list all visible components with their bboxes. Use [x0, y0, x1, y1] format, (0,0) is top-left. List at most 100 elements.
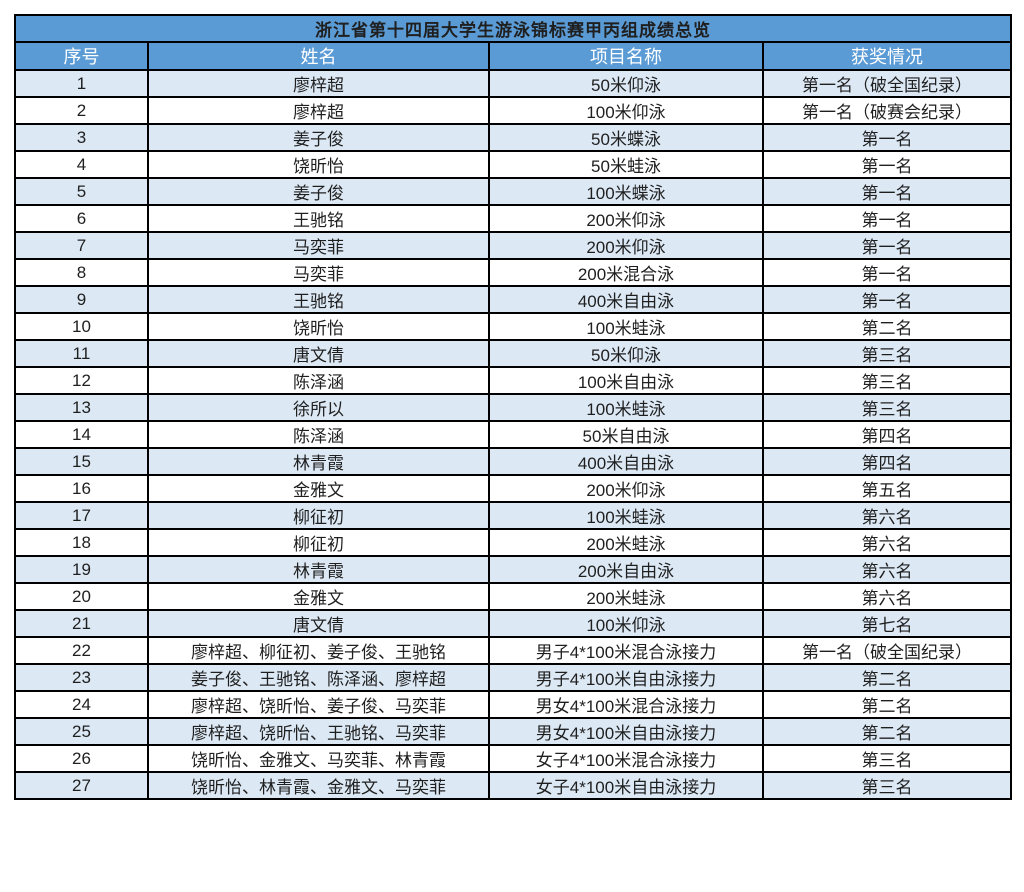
cell-name: 姜子俊 — [147, 123, 490, 152]
cell-award: 第二名 — [762, 717, 1012, 746]
table-row: 27 饶昕怡、林青霞、金雅文、马奕菲 女子4*100米自由泳接力 第三名 — [14, 771, 1012, 800]
cell-event: 50米自由泳 — [488, 420, 764, 449]
cell-event: 400米自由泳 — [488, 447, 764, 476]
cell-award: 第一名 — [762, 204, 1012, 233]
cell-award: 第一名 — [762, 177, 1012, 206]
cell-no: 9 — [14, 285, 149, 314]
cell-name: 唐文倩 — [147, 339, 490, 368]
cell-event: 男女4*100米混合泳接力 — [488, 690, 764, 719]
cell-event: 女子4*100米自由泳接力 — [488, 771, 764, 800]
cell-name: 林青霞 — [147, 447, 490, 476]
table-row: 4 饶昕怡 50米蛙泳 第一名 — [14, 150, 1012, 179]
cell-name: 金雅文 — [147, 582, 490, 611]
cell-event: 200米仰泳 — [488, 231, 764, 260]
cell-event: 400米自由泳 — [488, 285, 764, 314]
cell-no: 14 — [14, 420, 149, 449]
cell-event: 50米仰泳 — [488, 339, 764, 368]
cell-award: 第三名 — [762, 771, 1012, 800]
table-row: 1 廖梓超 50米仰泳 第一名（破全国纪录） — [14, 69, 1012, 98]
table-row: 7 马奕菲 200米仰泳 第一名 — [14, 231, 1012, 260]
cell-no: 19 — [14, 555, 149, 584]
table-row: 3 姜子俊 50米蝶泳 第一名 — [14, 123, 1012, 152]
cell-no: 8 — [14, 258, 149, 287]
cell-name: 金雅文 — [147, 474, 490, 503]
cell-no: 4 — [14, 150, 149, 179]
cell-no: 15 — [14, 447, 149, 476]
cell-name: 廖梓超、饶昕怡、王驰铭、马奕菲 — [147, 717, 490, 746]
cell-event: 男女4*100米自由泳接力 — [488, 717, 764, 746]
cell-name: 柳征初 — [147, 501, 490, 530]
table-body: 浙江省第十四届大学生游泳锦标赛甲丙组成绩总览 序号 姓名 项目名称 获奖情况 1… — [14, 14, 1012, 800]
cell-name: 王驰铭 — [147, 285, 490, 314]
cell-name: 林青霞 — [147, 555, 490, 584]
cell-award: 第一名（破全国纪录） — [762, 69, 1012, 98]
cell-event: 100米蝶泳 — [488, 177, 764, 206]
cell-event: 100米蛙泳 — [488, 393, 764, 422]
cell-award: 第七名 — [762, 609, 1012, 638]
cell-name: 姜子俊 — [147, 177, 490, 206]
cell-no: 27 — [14, 771, 149, 800]
cell-event: 200米混合泳 — [488, 258, 764, 287]
cell-award: 第二名 — [762, 312, 1012, 341]
cell-name: 徐所以 — [147, 393, 490, 422]
page: 浙江省第十四届大学生游泳锦标赛甲丙组成绩总览 序号 姓名 项目名称 获奖情况 1… — [0, 14, 1024, 892]
table-row: 17 柳征初 100米蛙泳 第六名 — [14, 501, 1012, 530]
cell-event: 50米蛙泳 — [488, 150, 764, 179]
cell-name: 唐文倩 — [147, 609, 490, 638]
cell-event: 50米仰泳 — [488, 69, 764, 98]
cell-event: 200米自由泳 — [488, 555, 764, 584]
cell-award: 第二名 — [762, 690, 1012, 719]
cell-event: 50米蝶泳 — [488, 123, 764, 152]
cell-award: 第一名 — [762, 231, 1012, 260]
cell-no: 23 — [14, 663, 149, 692]
cell-no: 25 — [14, 717, 149, 746]
cell-no: 16 — [14, 474, 149, 503]
cell-award: 第一名 — [762, 150, 1012, 179]
table-row: 9 王驰铭 400米自由泳 第一名 — [14, 285, 1012, 314]
cell-no: 1 — [14, 69, 149, 98]
cell-no: 10 — [14, 312, 149, 341]
cell-no: 11 — [14, 339, 149, 368]
cell-no: 7 — [14, 231, 149, 260]
cell-name: 廖梓超、饶昕怡、姜子俊、马奕菲 — [147, 690, 490, 719]
cell-event: 200米仰泳 — [488, 204, 764, 233]
cell-name: 陈泽涵 — [147, 366, 490, 395]
column-header-name: 姓名 — [147, 41, 490, 71]
cell-name: 王驰铭 — [147, 204, 490, 233]
cell-no: 13 — [14, 393, 149, 422]
table-row: 18 柳征初 200米蛙泳 第六名 — [14, 528, 1012, 557]
cell-award: 第二名 — [762, 663, 1012, 692]
cell-no: 21 — [14, 609, 149, 638]
cell-award: 第六名 — [762, 582, 1012, 611]
cell-no: 20 — [14, 582, 149, 611]
cell-event: 100米蛙泳 — [488, 501, 764, 530]
cell-name: 饶昕怡 — [147, 150, 490, 179]
cell-no: 17 — [14, 501, 149, 530]
cell-award: 第四名 — [762, 420, 1012, 449]
cell-award: 第三名 — [762, 744, 1012, 773]
cell-event: 男子4*100米自由泳接力 — [488, 663, 764, 692]
cell-name: 饶昕怡、金雅文、马奕菲、林青霞 — [147, 744, 490, 773]
cell-award: 第一名（破全国纪录） — [762, 636, 1012, 665]
watermark-text: 温州大学 — [793, 836, 1024, 889]
cell-name: 廖梓超 — [147, 96, 490, 125]
cell-award: 第六名 — [762, 555, 1012, 584]
table-row: 6 王驰铭 200米仰泳 第一名 — [14, 204, 1012, 233]
cell-no: 5 — [14, 177, 149, 206]
column-header-no: 序号 — [14, 41, 149, 71]
cell-name: 廖梓超 — [147, 69, 490, 98]
table-row: 10 饶昕怡 100米蛙泳 第二名 — [14, 312, 1012, 341]
table-row: 5 姜子俊 100米蝶泳 第一名 — [14, 177, 1012, 206]
table-row: 24 廖梓超、饶昕怡、姜子俊、马奕菲 男女4*100米混合泳接力 第二名 — [14, 690, 1012, 719]
cell-award: 第三名 — [762, 339, 1012, 368]
cell-no: 24 — [14, 690, 149, 719]
cell-award: 第一名 — [762, 258, 1012, 287]
cell-no: 2 — [14, 96, 149, 125]
table-row: 15 林青霞 400米自由泳 第四名 — [14, 447, 1012, 476]
cell-event: 200米仰泳 — [488, 474, 764, 503]
cell-award: 第三名 — [762, 366, 1012, 395]
cell-award: 第一名 — [762, 285, 1012, 314]
cell-no: 22 — [14, 636, 149, 665]
column-header-award: 获奖情况 — [762, 41, 1012, 71]
cell-name: 廖梓超、柳征初、姜子俊、王驰铭 — [147, 636, 490, 665]
